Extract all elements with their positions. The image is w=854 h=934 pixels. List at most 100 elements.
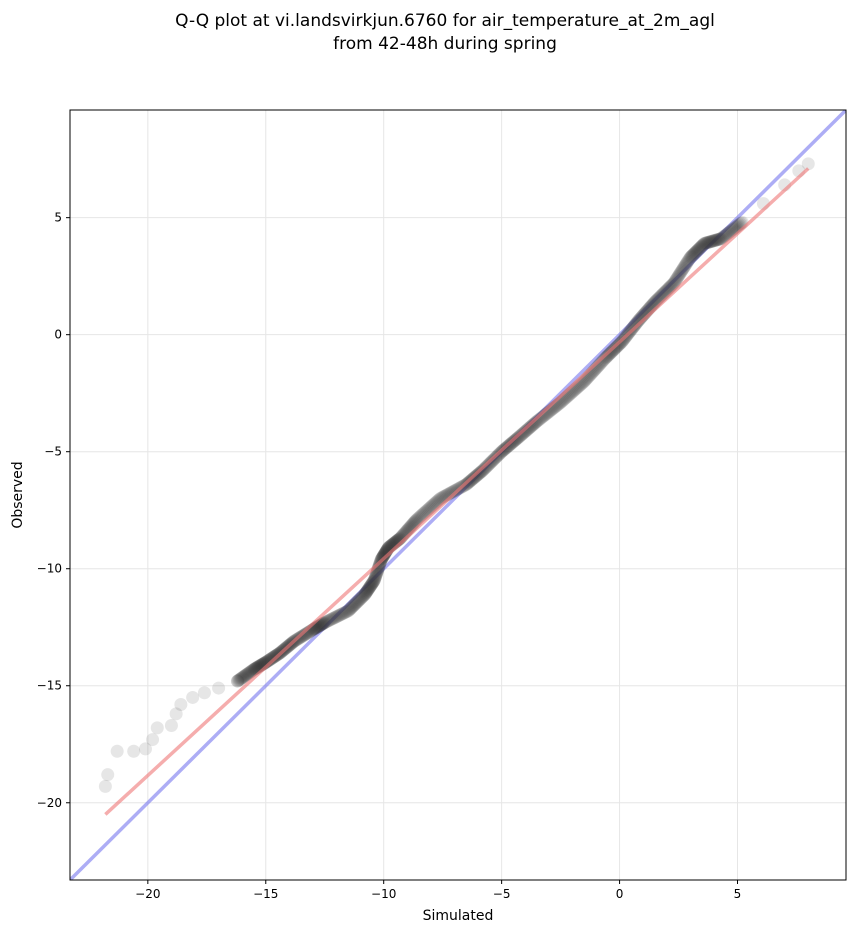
- quantile-point: [524, 420, 538, 434]
- quantile-point: [236, 670, 250, 684]
- quantile-point: [98, 779, 112, 793]
- quantile-point: [367, 574, 381, 588]
- quantile-point: [412, 511, 426, 525]
- quantile-point: [336, 607, 350, 621]
- quantile-point: [681, 254, 695, 268]
- quantile-point: [362, 581, 376, 595]
- quantile-point: [332, 608, 346, 622]
- quantile-point: [628, 318, 642, 332]
- quantile-point: [354, 591, 368, 605]
- quantile-point: [358, 587, 372, 601]
- quantile-point: [664, 279, 678, 293]
- quantile-point: [317, 616, 331, 630]
- quantile-point: [476, 463, 490, 477]
- quantile-point: [376, 550, 390, 564]
- quantile-point: [722, 225, 736, 239]
- quantile-point: [367, 573, 381, 587]
- quantile-point: [718, 229, 732, 243]
- quantile-point: [708, 234, 722, 248]
- quantile-point: [693, 241, 707, 255]
- quantile-point: [697, 237, 711, 251]
- quantile-point: [604, 346, 618, 360]
- quantile-point: [234, 671, 248, 685]
- quantile-point: [318, 616, 332, 630]
- x-tick-label: −10: [371, 887, 396, 901]
- quantile-point: [694, 240, 708, 254]
- quantile-point: [721, 226, 735, 240]
- quantile-point: [630, 316, 644, 330]
- quantile-point: [527, 417, 541, 431]
- quantile-point: [239, 668, 253, 682]
- quantile-point: [600, 350, 614, 364]
- quantile-point: [687, 247, 701, 261]
- quantile-point: [344, 601, 358, 615]
- quantile-point: [602, 348, 616, 362]
- quantile-point: [235, 671, 249, 685]
- quantile-point: [526, 417, 540, 431]
- quantile-point: [346, 599, 360, 613]
- quantile-point: [715, 231, 729, 245]
- quantile-point: [695, 238, 709, 252]
- quantile-point: [474, 465, 488, 479]
- quantile-point: [477, 463, 491, 477]
- quantile-point: [691, 243, 705, 257]
- y-tick-label: −20: [37, 796, 62, 810]
- quantile-point: [242, 666, 256, 680]
- quantile-point: [672, 268, 686, 282]
- quantile-point: [693, 240, 707, 254]
- quantile-point: [683, 250, 697, 264]
- quantile-point: [366, 575, 380, 589]
- quantile-point: [665, 278, 679, 292]
- quantile-point: [349, 596, 363, 610]
- quantile-point: [343, 602, 357, 616]
- quantile-point: [531, 413, 545, 427]
- quantile-point: [521, 422, 535, 436]
- x-axis-label: Simulated: [423, 908, 494, 924]
- quantile-point: [352, 593, 366, 607]
- quantile-point: [368, 572, 382, 586]
- quantile-point: [602, 347, 616, 361]
- y-tick-label: −15: [37, 679, 62, 693]
- quantile-point: [363, 579, 377, 593]
- quantile-point: [351, 594, 365, 608]
- x-axis-ticks: −20 −15 −10 −5 0 5: [135, 880, 741, 901]
- quantile-point: [685, 248, 699, 262]
- quantile-point: [266, 651, 280, 665]
- quantile-point: [344, 602, 358, 616]
- quantile-point: [707, 234, 721, 248]
- quantile-point: [362, 581, 376, 595]
- quantile-point: [263, 653, 277, 667]
- quantile-point: [365, 576, 379, 590]
- quantile-point: [701, 236, 715, 250]
- quantile-point: [666, 277, 680, 291]
- quantile-point: [347, 598, 361, 612]
- quantile-point: [698, 236, 712, 250]
- quantile-point: [296, 629, 310, 643]
- quantile-point: [335, 607, 349, 621]
- quantile-point: [414, 509, 428, 523]
- quantile-point: [708, 233, 722, 247]
- quantile-point: [682, 253, 696, 267]
- quantile-point: [603, 346, 617, 360]
- quantile-point: [243, 665, 257, 679]
- quantile-point: [319, 615, 333, 629]
- quantile-point: [677, 260, 691, 274]
- quantile-point: [699, 236, 713, 250]
- quantile-point: [518, 424, 532, 438]
- quantile-point: [689, 244, 703, 258]
- quantile-point: [138, 742, 152, 756]
- quantile-point: [532, 412, 546, 426]
- quantile-point: [174, 697, 188, 711]
- quantile-point: [413, 510, 427, 524]
- quantile-point: [529, 415, 543, 429]
- quantile-point: [352, 594, 366, 608]
- quantile-point: [670, 271, 684, 285]
- quantile-point: [712, 232, 726, 246]
- quantile-point: [372, 559, 386, 573]
- quantile-point: [348, 598, 362, 612]
- y-tick-label: −5: [44, 445, 62, 459]
- quantile-point: [238, 669, 252, 683]
- quantile-point: [298, 628, 312, 642]
- quantile-point: [377, 548, 391, 562]
